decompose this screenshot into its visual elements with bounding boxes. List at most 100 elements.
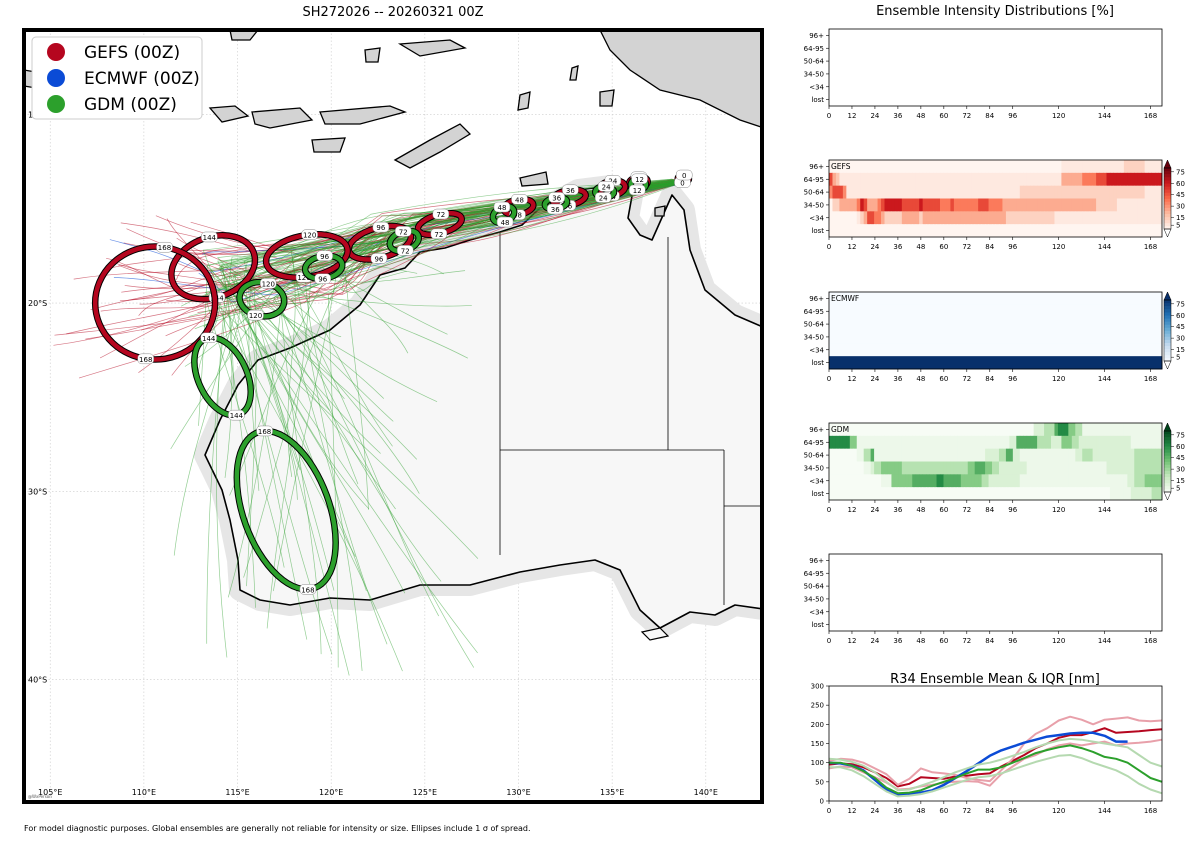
heatmap-cell <box>1012 198 1017 212</box>
heatmap-cell <box>1120 487 1125 501</box>
legend-box <box>31 36 203 120</box>
heatmap-cell <box>1082 185 1087 199</box>
heatmap-cell <box>829 317 1163 331</box>
heatmap-cell <box>1012 185 1017 199</box>
row-label: lost <box>811 621 824 629</box>
heatmap-cell <box>957 487 962 501</box>
heatmap-cell <box>1075 461 1080 475</box>
heatmap-cell <box>832 211 837 225</box>
heatmap-cell <box>1023 224 1028 238</box>
colorbar-tick-label: 45 <box>1176 323 1185 331</box>
heatmap-cell <box>835 487 840 501</box>
heatmap-cell <box>867 423 872 437</box>
heatmap-cell <box>1061 448 1066 462</box>
heatmap-cell <box>1057 198 1062 212</box>
heatmap-cell <box>856 487 861 501</box>
heatmap-cell <box>1116 487 1121 501</box>
heatmap-cell <box>957 224 962 238</box>
heatmap-cell <box>967 185 972 199</box>
heatmap-cell <box>881 435 885 450</box>
heatmap-cell <box>981 224 986 238</box>
sumba-island <box>311 137 346 153</box>
heatmap-cell <box>988 423 993 437</box>
heatmap-cell <box>1113 172 1118 187</box>
heatmap-cell <box>1078 160 1083 174</box>
heatmap-cell <box>1061 435 1066 450</box>
heatmap-cell <box>1054 487 1059 501</box>
heatmap-cell <box>1002 461 1007 475</box>
heatmap-cell <box>936 423 941 437</box>
heatmap-cell <box>1141 185 1146 199</box>
colorbar-segment <box>1164 473 1171 478</box>
heatmap-cell <box>981 474 986 488</box>
heatmap-cell <box>877 172 882 187</box>
heatmap-cell <box>992 474 996 488</box>
heatmap-cell <box>1075 448 1080 462</box>
heatmap-cell <box>1089 172 1094 187</box>
gdm-hour-tag <box>228 409 245 421</box>
heatmap-cell <box>874 474 878 488</box>
heatmap-cell <box>995 474 1000 488</box>
colorbar-segment <box>1164 204 1171 208</box>
heatmap-cell <box>1103 185 1107 199</box>
heatmap-cell <box>936 474 941 488</box>
heatmap-cell <box>1047 487 1052 501</box>
heatmap-cell <box>884 435 889 450</box>
heatmap-cell <box>1016 224 1021 238</box>
heatmap-cell <box>933 160 937 174</box>
heatmap-cell <box>964 198 969 212</box>
heatmap-cell <box>940 198 944 212</box>
heatmap-cell <box>1141 160 1146 174</box>
heatmap-cell <box>974 172 979 187</box>
heatmap-cell <box>957 211 962 225</box>
heatmap-cell <box>912 160 917 174</box>
heatmap-cell <box>992 423 996 437</box>
heatmap-cell <box>964 224 969 238</box>
heatmap-cell <box>912 224 917 238</box>
colorbar-arrow-top <box>1163 291 1172 301</box>
heatmap-cell <box>1016 474 1021 488</box>
r34-x-tick-label: 0 <box>827 807 831 815</box>
gdm-hour-tag <box>200 332 217 344</box>
heatmap-cell <box>1005 160 1010 174</box>
x-tick-label: 96 <box>1008 112 1017 120</box>
heatmap-cell <box>964 185 969 199</box>
gdm-hour-tag <box>256 425 273 437</box>
heatmap-cell <box>1106 423 1111 437</box>
heatmap-cell <box>905 461 910 475</box>
heatmap-cell <box>995 172 1000 187</box>
heatmap-cell <box>974 474 979 488</box>
heatmap-cell <box>1026 198 1031 212</box>
panel-label: GEFS <box>831 162 851 171</box>
heatmap-cell <box>1057 487 1062 501</box>
heatmap-cell <box>912 185 917 199</box>
x-tick-label: 24 <box>870 637 879 645</box>
x-tick-label: 12 <box>848 375 857 383</box>
colorbar-segment <box>1164 177 1171 181</box>
heatmap-cell <box>1033 198 1038 212</box>
heatmap-cell <box>1116 423 1121 437</box>
heatmap-cell <box>1127 487 1132 501</box>
heatmap-cell <box>1144 435 1149 450</box>
r34-series-line <box>829 754 1163 798</box>
heatmap-cell <box>1044 461 1048 475</box>
colorbar-segment <box>1164 222 1171 227</box>
heatmap-cell <box>881 487 885 501</box>
legend-gdm-label: GDM (00Z) <box>84 95 177 115</box>
row-label: <34 <box>809 608 824 616</box>
heatmap-cell <box>1120 211 1125 225</box>
heatmap-cell <box>1144 211 1149 225</box>
heatmap-cell <box>1109 448 1114 462</box>
heatmap-cell <box>867 474 872 488</box>
colorbar-border <box>1163 299 1172 362</box>
heatmap-cell <box>985 185 989 199</box>
row-label: lost <box>811 490 824 498</box>
heatmap-cell <box>985 474 989 488</box>
heatmap-cell <box>974 435 979 450</box>
heatmap-cell <box>1047 185 1052 199</box>
heatmap-cell <box>1141 448 1146 462</box>
heatmap-cell <box>867 185 872 199</box>
heatmap-cell <box>1040 172 1045 187</box>
x-tick-label: 96 <box>1008 243 1017 251</box>
heatmap-cell <box>1071 211 1076 225</box>
